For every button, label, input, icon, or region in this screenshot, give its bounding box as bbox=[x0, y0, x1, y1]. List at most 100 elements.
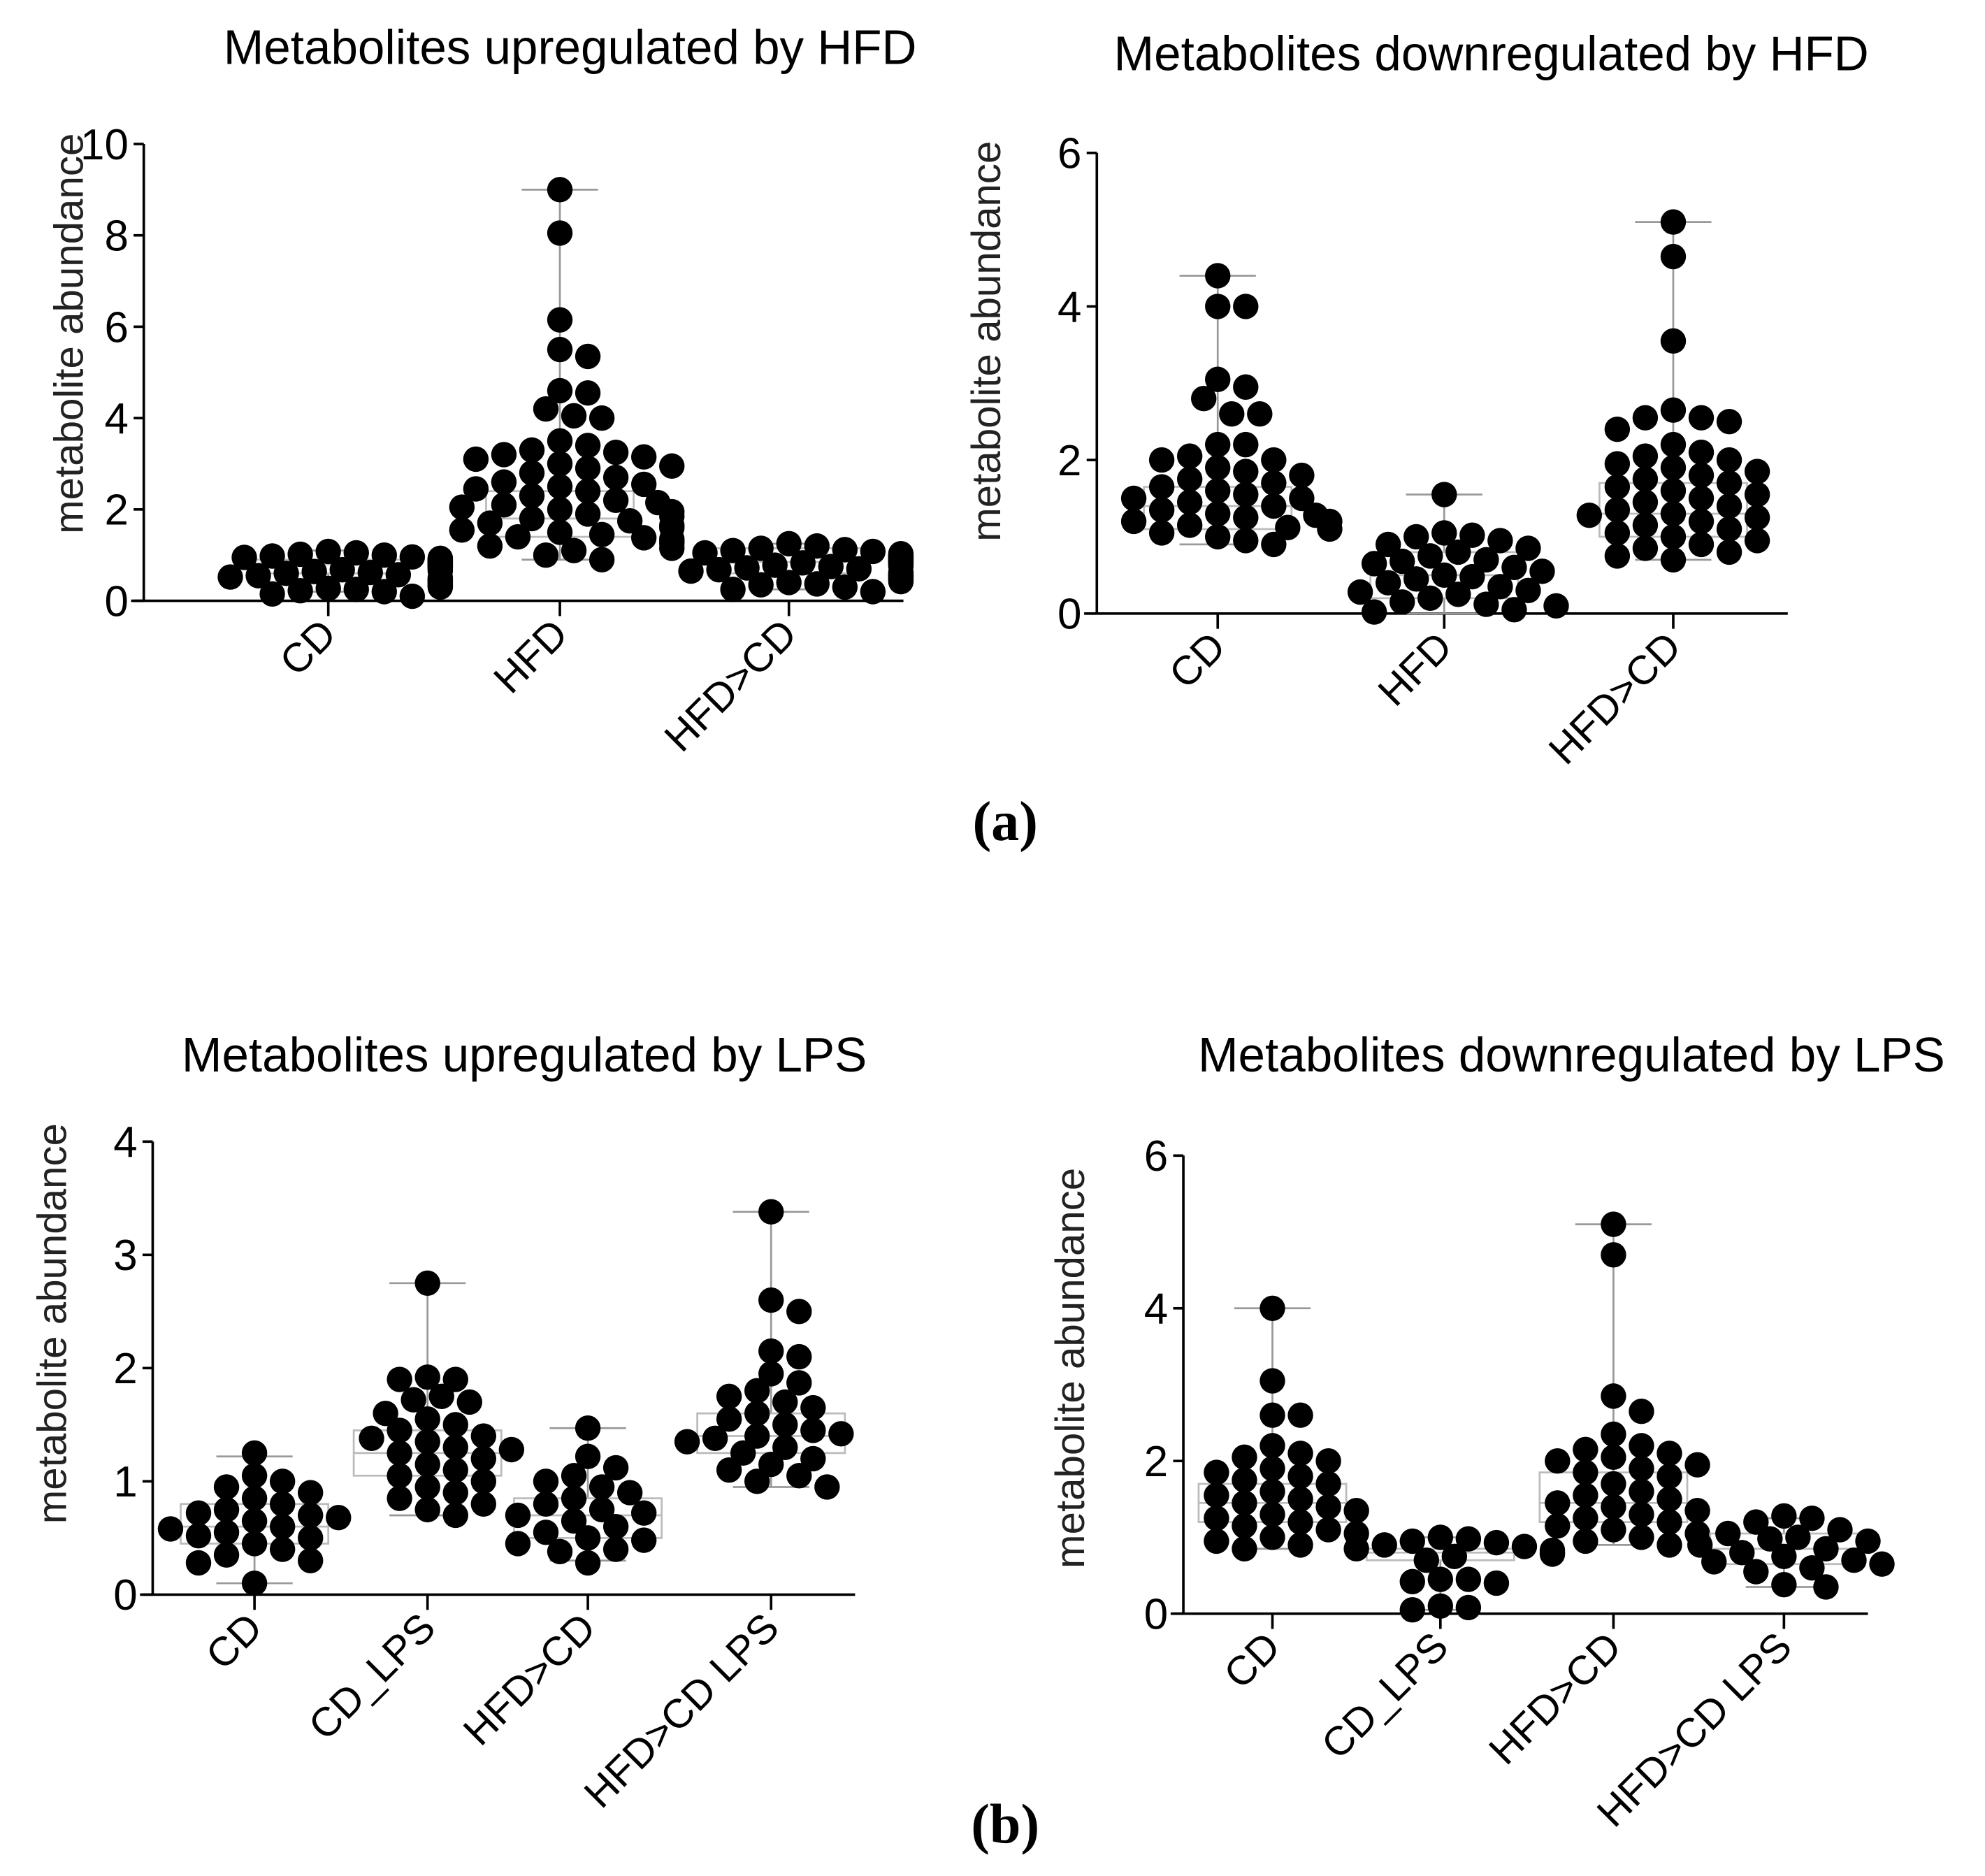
data-point bbox=[470, 1423, 496, 1449]
data-point bbox=[744, 1400, 770, 1427]
x-tick-label: HFD>CD bbox=[656, 611, 805, 760]
data-point bbox=[1744, 482, 1770, 507]
data-point bbox=[744, 1423, 770, 1449]
chart-title: Metabolites upregulated by LPS bbox=[182, 1027, 867, 1082]
data-point bbox=[241, 1508, 268, 1534]
data-point bbox=[1529, 558, 1555, 584]
data-point bbox=[818, 554, 844, 579]
data-point bbox=[373, 1400, 398, 1427]
data-point bbox=[1205, 454, 1231, 481]
data-point bbox=[185, 1522, 212, 1549]
data-point bbox=[1204, 1459, 1229, 1485]
data-point bbox=[1455, 1594, 1482, 1621]
data-point bbox=[1148, 520, 1175, 546]
data-point bbox=[1687, 1532, 1713, 1558]
data-point bbox=[533, 1491, 559, 1517]
data-point bbox=[846, 556, 872, 582]
data-point bbox=[1148, 447, 1175, 473]
data-point bbox=[273, 561, 299, 586]
y-tick-label: 0 bbox=[104, 577, 128, 626]
data-point bbox=[387, 1417, 412, 1443]
data-point bbox=[1445, 582, 1471, 607]
data-point bbox=[561, 1463, 587, 1489]
data-point bbox=[772, 1389, 798, 1415]
data-point bbox=[259, 543, 285, 569]
data-point bbox=[427, 574, 454, 600]
data-point bbox=[776, 531, 802, 557]
data-point bbox=[1204, 1505, 1229, 1531]
data-point bbox=[1629, 1455, 1654, 1482]
data-point bbox=[602, 1513, 629, 1540]
data-point bbox=[748, 535, 774, 561]
data-point bbox=[659, 535, 685, 561]
data-point bbox=[547, 377, 573, 404]
data-point bbox=[1729, 1540, 1755, 1566]
data-point bbox=[814, 1474, 840, 1500]
data-point bbox=[414, 1429, 440, 1455]
group-hfd-cd bbox=[505, 1415, 663, 1576]
data-point bbox=[1205, 263, 1231, 289]
data-point bbox=[1604, 497, 1631, 523]
group-cd-lps bbox=[352, 1270, 525, 1529]
data-point bbox=[1701, 1549, 1727, 1575]
y-tick-label: 2 bbox=[1144, 1438, 1168, 1486]
data-point bbox=[547, 496, 573, 523]
data-point bbox=[1427, 1566, 1454, 1592]
data-point bbox=[1205, 366, 1231, 392]
data-point bbox=[298, 1547, 324, 1573]
data-point bbox=[790, 550, 816, 576]
data-point bbox=[1287, 1486, 1313, 1513]
data-point bbox=[1629, 1399, 1654, 1424]
data-point bbox=[1660, 547, 1687, 573]
y-axis-label: metabolite abundance bbox=[1048, 1168, 1093, 1568]
data-point bbox=[1205, 500, 1231, 527]
data-point bbox=[1259, 1478, 1285, 1505]
data-point bbox=[498, 1436, 525, 1463]
data-point bbox=[1205, 524, 1231, 550]
data-point bbox=[758, 1199, 784, 1225]
data-point bbox=[241, 1531, 268, 1557]
data-point bbox=[1259, 1402, 1285, 1428]
data-point bbox=[786, 1463, 812, 1489]
x-tick-label: CD bbox=[1161, 623, 1234, 697]
data-point bbox=[575, 1443, 601, 1469]
group-cd bbox=[217, 538, 454, 609]
data-point bbox=[298, 1502, 324, 1529]
data-point bbox=[1660, 397, 1687, 423]
data-point bbox=[1259, 1501, 1285, 1527]
data-point bbox=[1487, 528, 1513, 554]
data-point bbox=[505, 1502, 531, 1529]
data-point bbox=[387, 1366, 412, 1392]
data-point bbox=[287, 541, 313, 568]
data-point bbox=[762, 552, 788, 578]
data-point bbox=[1417, 543, 1443, 569]
data-point bbox=[1483, 1529, 1510, 1556]
data-point bbox=[589, 1496, 615, 1523]
data-point bbox=[758, 1287, 784, 1313]
data-point bbox=[1459, 563, 1485, 590]
chart-panel-2: Metabolites downregulated by HFD metaboli… bbox=[964, 26, 1869, 773]
data-point bbox=[1716, 493, 1742, 519]
data-point bbox=[387, 1485, 412, 1511]
data-point bbox=[1771, 1503, 1797, 1529]
data-point bbox=[245, 563, 271, 589]
data-point bbox=[1431, 562, 1457, 589]
data-point bbox=[477, 533, 503, 559]
data-point bbox=[720, 577, 746, 603]
data-point bbox=[1315, 1471, 1341, 1497]
data-point bbox=[1684, 1452, 1710, 1478]
data-point bbox=[505, 1531, 531, 1557]
data-point bbox=[442, 1502, 468, 1529]
data-point bbox=[1347, 579, 1373, 605]
data-point bbox=[1233, 431, 1259, 458]
data-point bbox=[561, 1485, 587, 1511]
data-point bbox=[1573, 1528, 1598, 1554]
data-point bbox=[387, 1463, 412, 1489]
data-point bbox=[1361, 551, 1387, 577]
data-point bbox=[505, 524, 531, 550]
data-point bbox=[744, 1469, 770, 1494]
data-point bbox=[1716, 516, 1742, 542]
data-point bbox=[602, 439, 629, 466]
data-point bbox=[630, 525, 657, 551]
